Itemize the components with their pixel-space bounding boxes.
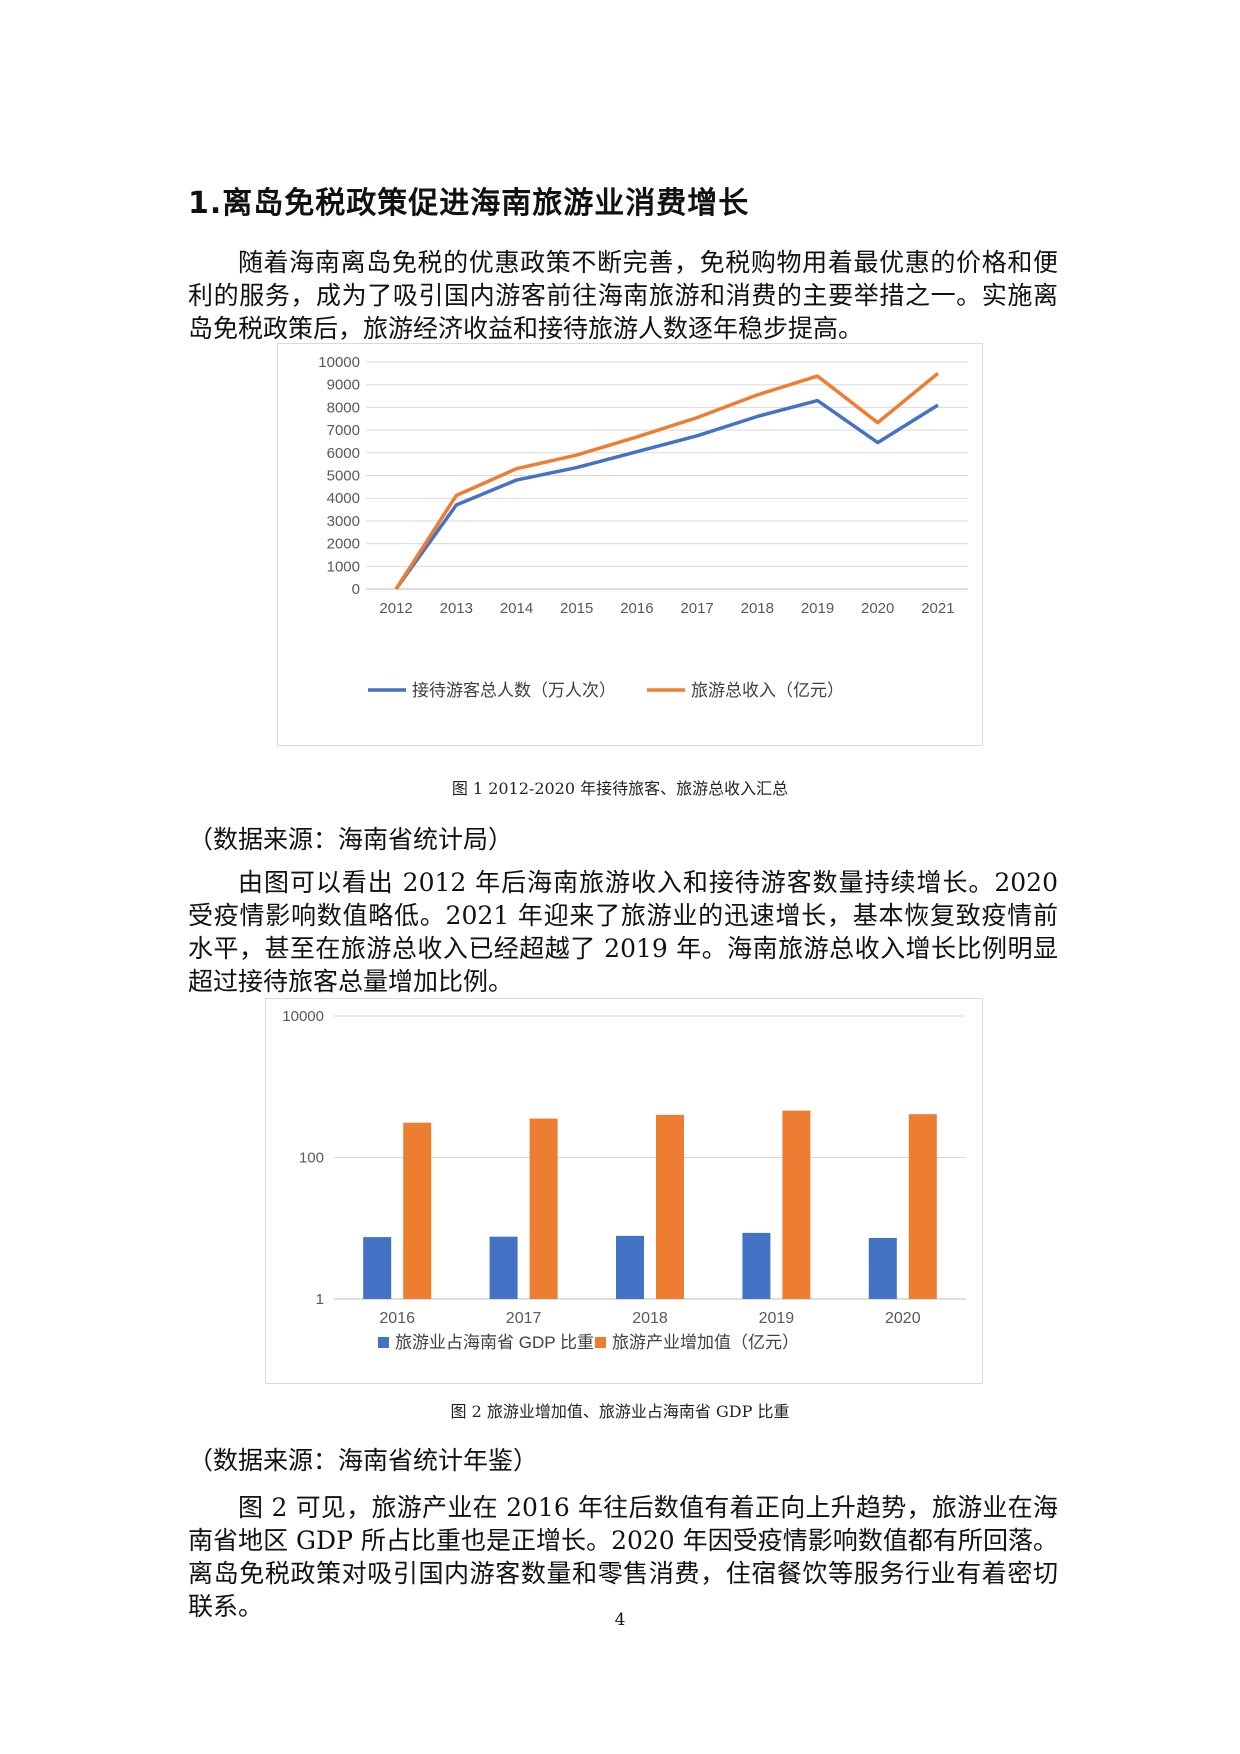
x-tick-label: 2017 (506, 1310, 542, 1327)
y-tick-label: 9000 (327, 377, 360, 394)
x-tick-label: 2018 (632, 1310, 668, 1327)
x-tick-label: 2017 (680, 600, 713, 617)
x-tick-label: 2015 (560, 600, 593, 617)
x-tick-label: 2016 (620, 600, 653, 617)
legend-swatch (595, 1337, 606, 1348)
page-number: 4 (614, 1610, 626, 1630)
bar-chart-svg: 1 100 10000 2016 2017 2018 2019 2020 旅游业占海南省 GDP… (282, 1008, 966, 1352)
y-tick-label: 100 (299, 1150, 324, 1167)
y-tick-label: 1000 (327, 558, 360, 575)
y-tick-label: 3000 (327, 513, 360, 530)
x-tick-label: 2013 (440, 600, 473, 617)
bar (363, 1237, 392, 1299)
paragraph-intro-text: 随着海南离岛免税的优惠政策不断完善，免税购物用着最优惠的价格和便利的服务，成为了… (188, 248, 1058, 343)
bar (908, 1114, 937, 1299)
bar (489, 1236, 518, 1299)
y-tick-label: 10000 (318, 354, 360, 371)
x-tick-label: 2020 (861, 600, 894, 617)
bar-chart: 1 100 10000 2016 2017 2018 2019 2020 旅游业占海南省 GDP… (265, 998, 983, 1384)
x-tick-label: 2012 (379, 600, 412, 617)
figure-2-caption: 图 2 旅游业增加值、旅游业占海南省 GDP 比重 (450, 1402, 790, 1421)
y-tick-label: 0 (352, 581, 360, 598)
bar (656, 1114, 684, 1299)
paragraph-intro: 随着海南离岛免税的优惠政策不断完善，免税购物用着最优惠的价格和便利的服务，成为了… (188, 246, 1058, 345)
legend-label: 旅游业占海南省 GDP 比重 (395, 1333, 594, 1352)
x-tick-label: 2019 (801, 600, 834, 617)
data-source-2: （数据来源：海南省统计年鉴） (188, 1446, 539, 1475)
legend-label: 接待游客总人数（万人次） (412, 681, 616, 700)
legend-swatch (378, 1337, 389, 1348)
line-chart-svg: 0 1000 2000 3000 4000 5000 6000 7000 8000 9000 100… (318, 354, 968, 700)
bar (616, 1235, 644, 1299)
bar (868, 1237, 897, 1299)
bar (782, 1110, 811, 1299)
paragraph-conclusion: 图 2 可见，旅游产业在 2016 年往后数值有着正向上升趋势，旅游业在海南省地… (188, 1491, 1058, 1623)
y-tick-label: 7000 (327, 422, 360, 439)
paragraph-conclusion-text: 图 2 可见，旅游产业在 2016 年往后数值有着正向上升趋势，旅游业在海南省地… (188, 1493, 1058, 1621)
legend-label: 旅游产业增加值（亿元） (612, 1333, 799, 1352)
series-line (394, 371, 940, 590)
paragraph-analysis: 由图可以看出 2012 年后海南旅游收入和接待游客数量持续增长。2020 受疫情… (188, 866, 1058, 998)
bar (742, 1232, 771, 1299)
y-tick-label: 6000 (327, 445, 360, 462)
series-line (394, 398, 939, 591)
y-tick-label: 8000 (327, 399, 360, 416)
x-tick-label: 2014 (500, 600, 533, 617)
y-tick-label: 1 (316, 1291, 324, 1308)
x-tick-label: 2021 (921, 600, 954, 617)
data-source-1: （数据来源：海南省统计局） (188, 825, 514, 854)
x-tick-label: 2016 (379, 1310, 415, 1327)
section-heading: 1.离岛免税政策促进海南旅游业消费增长 (188, 186, 750, 221)
bar (529, 1118, 558, 1299)
paragraph-analysis-text: 由图可以看出 2012 年后海南旅游收入和接待游客数量持续增长。2020 受疫情… (188, 868, 1058, 996)
y-tick-label: 4000 (327, 490, 360, 507)
legend-label: 旅游总收入（亿元） (691, 681, 844, 700)
x-tick-label: 2020 (885, 1310, 921, 1327)
x-tick-label: 2019 (759, 1310, 795, 1327)
x-tick-label: 2018 (741, 600, 774, 617)
y-tick-label: 2000 (327, 536, 360, 553)
figure-1-caption: 图 1 2012-2020 年接待旅客、旅游总收入汇总 (451, 779, 789, 798)
bar (403, 1122, 432, 1299)
y-tick-label: 5000 (327, 468, 360, 485)
line-chart: 0 1000 2000 3000 4000 5000 6000 7000 8000 9000 100… (277, 343, 983, 746)
y-tick-label: 10000 (282, 1008, 324, 1025)
